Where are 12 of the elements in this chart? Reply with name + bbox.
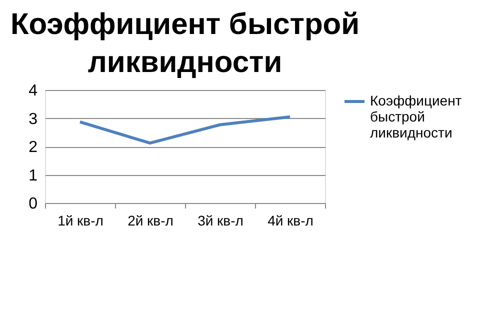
line-series [78,115,292,145]
x-tick-label: 3й кв-л [198,212,244,228]
x-tick-label: 4й кв-л [268,212,314,228]
chart-title: Коэффициент быстрой ликвидности [10,8,360,79]
y-tick-label: 2 [28,139,38,156]
y-tick-label: 3 [28,110,38,128]
y-tick-label: 1 [28,167,38,184]
x-tick-label: 1й кв-л [58,212,104,228]
x-tick-label: 2й кв-л [128,212,174,228]
y-tick-label: 4 [28,82,38,100]
y-tick-label: 0 [28,196,38,212]
legend-label: Коэффициент быстрой ликвидности [370,92,462,140]
